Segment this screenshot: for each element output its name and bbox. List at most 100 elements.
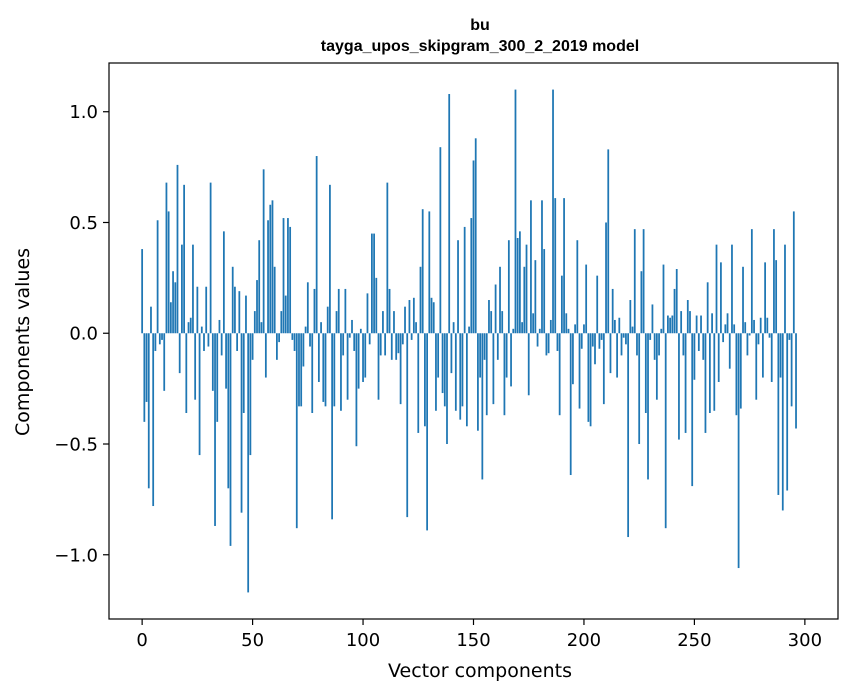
bar-120 bbox=[406, 333, 409, 518]
bar-209 bbox=[602, 333, 605, 405]
x-axis-ticks: 0 50 100 150 200 250 300 bbox=[136, 619, 822, 651]
y-tick-label: 0.0 bbox=[69, 324, 98, 345]
bar-200 bbox=[583, 324, 585, 334]
bar-107 bbox=[377, 333, 380, 400]
bar-176 bbox=[530, 200, 532, 334]
bar-29 bbox=[205, 286, 208, 334]
y-axis-label: Components values bbox=[12, 248, 34, 436]
bar-158 bbox=[490, 311, 493, 334]
bar-21 bbox=[187, 322, 190, 334]
bar-38 bbox=[225, 333, 227, 389]
bar-292 bbox=[786, 333, 789, 491]
bar-217 bbox=[620, 333, 623, 356]
bar-174 bbox=[525, 244, 528, 334]
bar-89 bbox=[337, 288, 340, 334]
bar-69 bbox=[293, 333, 296, 351]
bar-229 bbox=[647, 333, 649, 480]
bar-187 bbox=[554, 198, 557, 334]
bar-207 bbox=[598, 333, 601, 349]
bar-137 bbox=[443, 333, 446, 407]
bar-34 bbox=[216, 333, 219, 422]
bar-110 bbox=[384, 333, 387, 356]
bar-167 bbox=[510, 333, 512, 387]
bar-35 bbox=[218, 319, 221, 334]
bar-101 bbox=[364, 333, 367, 378]
bar-60 bbox=[273, 266, 276, 334]
bar-23 bbox=[192, 244, 194, 334]
bar-272 bbox=[742, 266, 744, 334]
bar-71 bbox=[298, 333, 300, 407]
bar-264 bbox=[724, 324, 727, 334]
bar-238 bbox=[667, 315, 669, 334]
bar-180 bbox=[538, 328, 541, 334]
bar-67 bbox=[289, 226, 292, 334]
bar-80 bbox=[317, 333, 320, 382]
bar-116 bbox=[397, 333, 400, 354]
bar-276 bbox=[750, 229, 753, 334]
bar-117 bbox=[399, 333, 402, 405]
bar-66 bbox=[287, 218, 289, 334]
bar-248 bbox=[689, 311, 691, 334]
bar-10 bbox=[163, 333, 166, 391]
bar-265 bbox=[726, 313, 729, 334]
bar-36 bbox=[220, 333, 223, 356]
bar-99 bbox=[359, 328, 362, 334]
bar-130 bbox=[428, 211, 431, 334]
bar-225 bbox=[638, 333, 641, 445]
bar-169 bbox=[514, 89, 517, 334]
bar-251 bbox=[695, 315, 698, 334]
bar-154 bbox=[481, 333, 484, 480]
bar-92 bbox=[344, 288, 347, 334]
bar-193 bbox=[567, 328, 570, 334]
bar-289 bbox=[779, 333, 782, 378]
bar-93 bbox=[346, 333, 349, 400]
bar-172 bbox=[521, 322, 523, 334]
plot-area-frame bbox=[108, 62, 839, 620]
bar-135 bbox=[439, 147, 442, 334]
bar-31 bbox=[209, 182, 212, 334]
bar-189 bbox=[558, 333, 561, 416]
bar-280 bbox=[759, 317, 762, 334]
bar-260 bbox=[715, 244, 718, 334]
bar-291 bbox=[784, 244, 786, 334]
bar-257 bbox=[708, 333, 711, 413]
bar-290 bbox=[781, 333, 784, 511]
y-tick-label: −0.5 bbox=[54, 435, 98, 456]
bar-9 bbox=[161, 333, 163, 340]
bar-74 bbox=[304, 326, 307, 334]
bar-13 bbox=[169, 302, 172, 334]
bar-198 bbox=[578, 333, 581, 409]
bar-231 bbox=[651, 304, 654, 334]
bar-177 bbox=[532, 313, 535, 334]
bar-49 bbox=[249, 333, 252, 456]
bar-42 bbox=[234, 286, 236, 334]
bar-286 bbox=[773, 229, 775, 334]
bar-150 bbox=[472, 160, 475, 334]
bar-127 bbox=[421, 209, 424, 334]
bar-211 bbox=[607, 149, 610, 334]
bar-165 bbox=[505, 333, 508, 378]
bar-105 bbox=[373, 233, 375, 334]
bar-95 bbox=[351, 319, 353, 334]
bar-98 bbox=[357, 333, 360, 389]
bar-39 bbox=[227, 333, 230, 489]
bar-151 bbox=[474, 138, 477, 334]
x-tick-label: 50 bbox=[241, 630, 264, 651]
bar-51 bbox=[253, 311, 256, 334]
bar-236 bbox=[662, 264, 665, 334]
bar-0 bbox=[141, 249, 144, 334]
bar-72 bbox=[300, 333, 303, 407]
bar-28 bbox=[203, 333, 205, 351]
bar-series bbox=[141, 89, 797, 593]
bar-232 bbox=[653, 333, 656, 360]
bar-2 bbox=[145, 333, 148, 402]
bar-84 bbox=[326, 306, 329, 334]
x-tick-label: 250 bbox=[677, 630, 711, 651]
bar-152 bbox=[477, 333, 479, 431]
bar-121 bbox=[408, 300, 411, 334]
bar-160 bbox=[494, 284, 497, 334]
bar-76 bbox=[309, 333, 311, 347]
x-tick-label: 300 bbox=[788, 630, 822, 651]
